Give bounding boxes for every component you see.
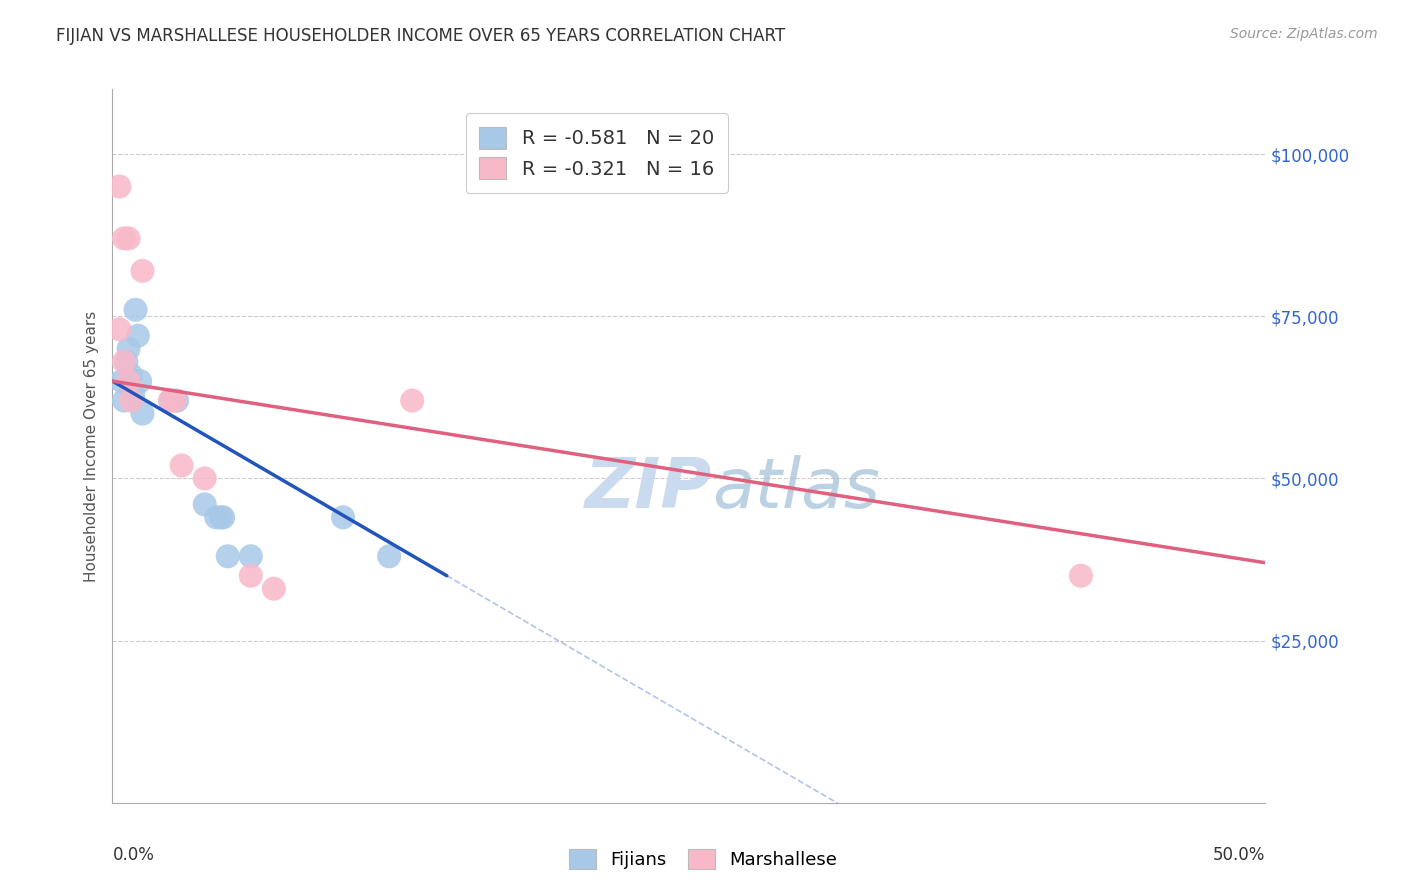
Point bbox=[263, 582, 285, 596]
Point bbox=[115, 354, 138, 368]
Point bbox=[163, 393, 186, 408]
Legend: Fijians, Marshallese: Fijians, Marshallese bbox=[560, 839, 846, 879]
Point bbox=[108, 179, 131, 194]
Y-axis label: Householder Income Over 65 years: Householder Income Over 65 years bbox=[83, 310, 98, 582]
Point bbox=[209, 510, 232, 524]
Point bbox=[212, 510, 235, 524]
Point bbox=[117, 342, 139, 356]
Point bbox=[111, 374, 134, 388]
Text: Source: ZipAtlas.com: Source: ZipAtlas.com bbox=[1230, 27, 1378, 41]
Point bbox=[401, 393, 423, 408]
Point bbox=[170, 458, 193, 473]
Point bbox=[1070, 568, 1092, 582]
Point bbox=[112, 354, 135, 368]
Point bbox=[194, 471, 217, 485]
Text: 50.0%: 50.0% bbox=[1213, 846, 1265, 863]
Point bbox=[239, 549, 262, 564]
Point bbox=[378, 549, 401, 564]
Text: atlas: atlas bbox=[711, 455, 880, 523]
Point bbox=[332, 510, 354, 524]
Point bbox=[122, 387, 145, 401]
Point bbox=[131, 407, 153, 421]
Point bbox=[159, 393, 181, 408]
Text: ZIP: ZIP bbox=[585, 455, 711, 523]
Point bbox=[131, 264, 153, 278]
Point bbox=[205, 510, 228, 524]
Text: FIJIAN VS MARSHALLESE HOUSEHOLDER INCOME OVER 65 YEARS CORRELATION CHART: FIJIAN VS MARSHALLESE HOUSEHOLDER INCOME… bbox=[56, 27, 786, 45]
Point bbox=[112, 231, 135, 245]
Point bbox=[159, 393, 181, 408]
Point bbox=[127, 328, 149, 343]
Point bbox=[108, 322, 131, 336]
Point bbox=[120, 393, 142, 408]
Point bbox=[117, 231, 139, 245]
Point bbox=[239, 568, 262, 582]
Point bbox=[129, 374, 152, 388]
Point bbox=[112, 393, 135, 408]
Legend: R = -0.581   N = 20, R = -0.321   N = 16: R = -0.581 N = 20, R = -0.321 N = 16 bbox=[465, 113, 728, 193]
Point bbox=[217, 549, 239, 564]
Text: 0.0%: 0.0% bbox=[112, 846, 155, 863]
Point bbox=[117, 374, 139, 388]
Point bbox=[120, 368, 142, 382]
Point bbox=[194, 497, 217, 511]
Point bbox=[124, 302, 146, 317]
Point bbox=[166, 393, 188, 408]
